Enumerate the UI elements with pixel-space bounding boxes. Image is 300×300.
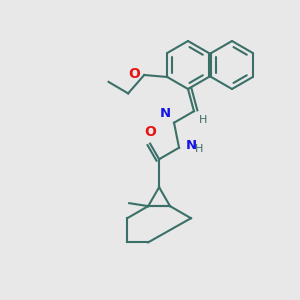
Text: O: O bbox=[128, 67, 140, 81]
Text: N: N bbox=[160, 107, 171, 120]
Text: N: N bbox=[186, 139, 197, 152]
Text: O: O bbox=[144, 124, 156, 139]
Text: H: H bbox=[195, 144, 203, 154]
Text: H: H bbox=[199, 115, 207, 125]
